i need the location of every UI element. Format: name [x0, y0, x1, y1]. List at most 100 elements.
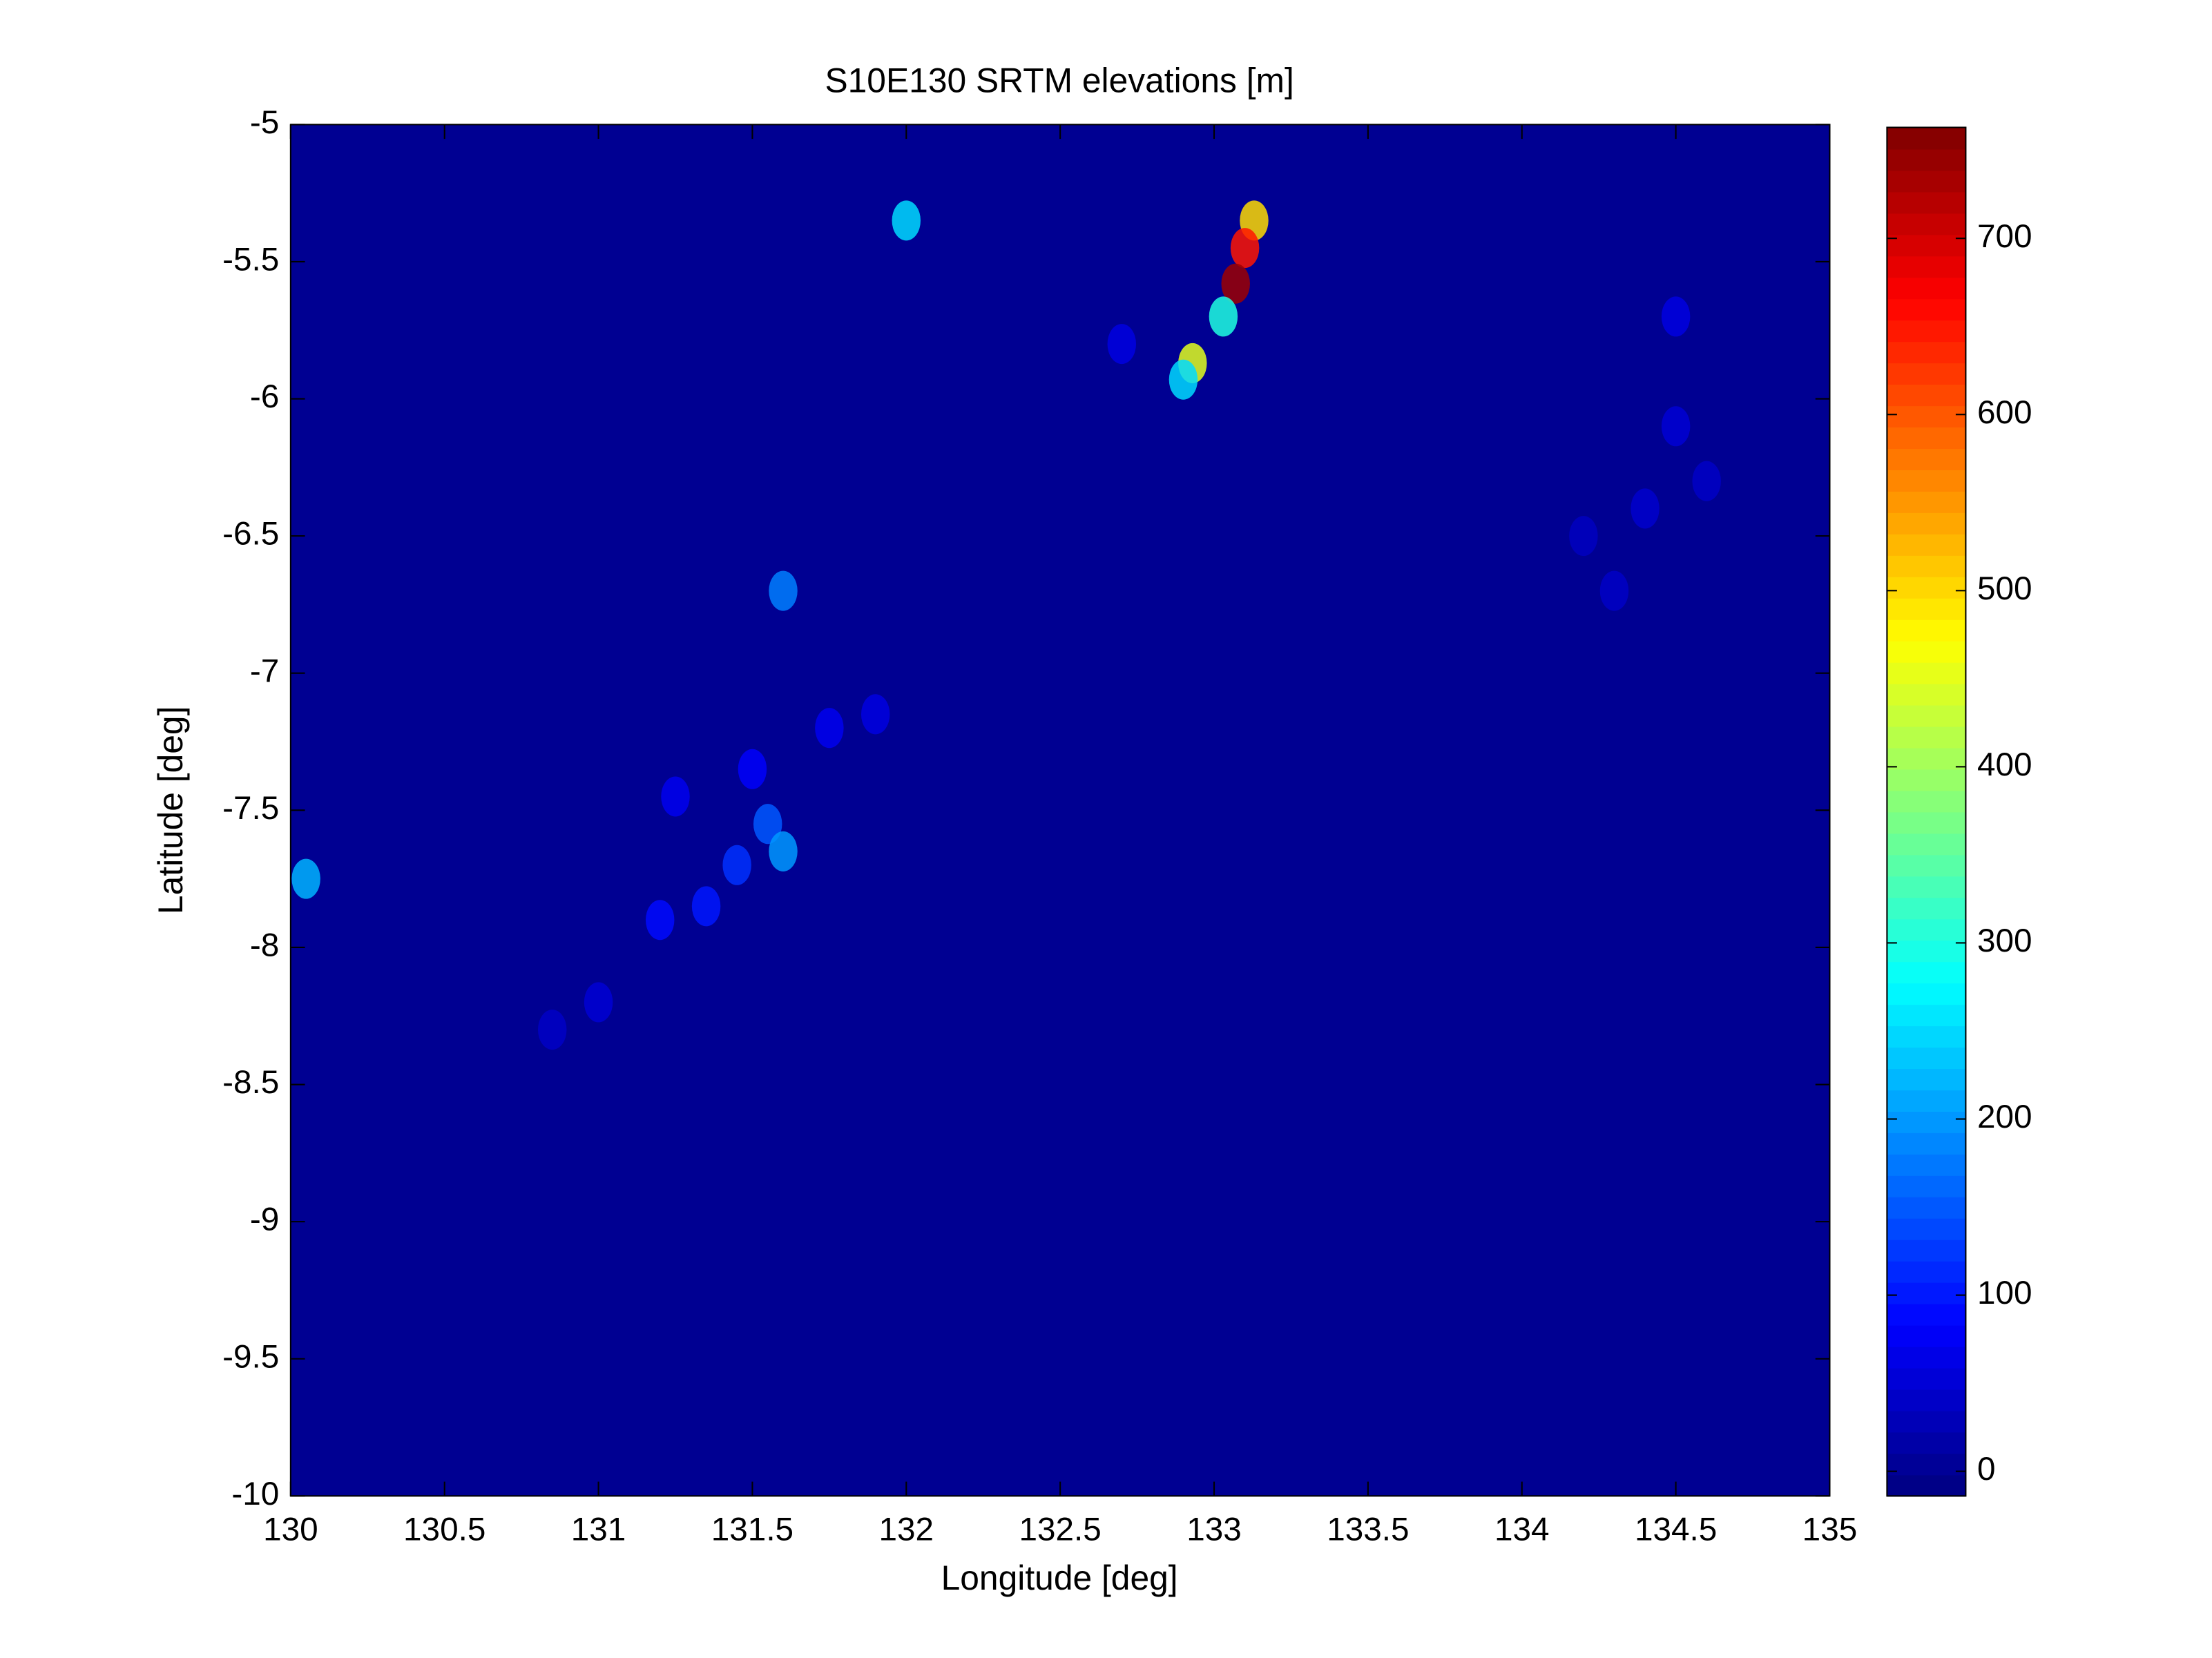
y-tick-label: -9.5 — [222, 1338, 279, 1375]
colorbar-tick-label: 300 — [1977, 923, 2032, 959]
colorbar-swatch — [1887, 983, 1966, 1005]
colorbar-swatch — [1887, 961, 1966, 984]
colorbar-swatch — [1887, 469, 1966, 492]
colorbar-swatch — [1887, 191, 1966, 214]
colorbar-swatch — [1887, 490, 1966, 513]
colorbar-tick-label: 100 — [1977, 1275, 2032, 1311]
elevation-cell — [1631, 488, 1660, 529]
colorbar-swatch — [1887, 769, 1966, 791]
colorbar-swatch — [1887, 1175, 1966, 1197]
x-tick-label: 135 — [1802, 1512, 1858, 1548]
y-tick-label: -5.5 — [222, 242, 279, 278]
colorbar-swatch — [1887, 298, 1966, 321]
colorbar-tick-label: 0 — [1977, 1451, 1996, 1487]
colorbar-swatch — [1887, 854, 1966, 877]
colorbar-swatch — [1887, 576, 1966, 599]
colorbar-swatch — [1887, 341, 1966, 364]
elevation-cell — [769, 570, 798, 611]
x-tick-label: 132 — [879, 1512, 934, 1548]
elevation-cell — [1221, 263, 1250, 304]
colorbar-swatch — [1887, 704, 1966, 727]
chart-title: S10E130 SRTM elevations [m] — [825, 61, 1293, 99]
colorbar-frame — [1886, 126, 1967, 1497]
colorbar-swatch — [1887, 256, 1966, 278]
x-tick-label: 134 — [1494, 1512, 1550, 1548]
colorbar-swatch — [1887, 940, 1966, 963]
colorbar-swatch — [1887, 1410, 1966, 1433]
y-tick-label: -10 — [231, 1476, 279, 1512]
x-tick-label: 133 — [1186, 1512, 1242, 1548]
colorbar-swatch — [1887, 1303, 1966, 1326]
y-tick-label: -8.5 — [222, 1064, 279, 1101]
elevation-cell — [645, 900, 675, 941]
elevation-cell — [691, 886, 721, 927]
colorbar-swatch — [1887, 1432, 1966, 1454]
colorbar-swatch — [1887, 555, 1966, 577]
colorbar-swatch — [1887, 811, 1966, 834]
colorbar-swatch — [1887, 127, 1966, 150]
elevation-cell — [1661, 406, 1691, 447]
colorbar-tick-label: 700 — [1977, 218, 2032, 255]
elevation-cell — [815, 708, 844, 749]
colorbar-swatch — [1887, 597, 1966, 620]
colorbar-swatch — [1887, 234, 1966, 257]
y-tick-label: -8 — [250, 927, 279, 964]
colorbar-swatch — [1887, 1089, 1966, 1112]
colorbar-swatch — [1887, 277, 1966, 300]
x-tick-label: 132.5 — [1019, 1512, 1102, 1548]
y-tick-label: -6 — [250, 378, 279, 415]
elevation-cell — [753, 804, 782, 845]
colorbar-swatch — [1887, 1282, 1966, 1304]
colorbar-swatch — [1887, 619, 1966, 642]
colorbar-swatch — [1887, 726, 1966, 749]
colorbar-swatch — [1887, 662, 1966, 684]
y-tick-label: -9 — [250, 1202, 279, 1238]
colorbar-tick-label: 500 — [1977, 570, 2032, 607]
x-tick-label: 134.5 — [1635, 1512, 1717, 1548]
heatmap-background — [290, 124, 1830, 1496]
elevation-cell — [1209, 296, 1238, 337]
colorbar-swatch — [1887, 918, 1966, 941]
colorbar-swatch — [1887, 1324, 1966, 1347]
colorbar-swatch — [1887, 320, 1966, 343]
colorbar-swatch — [1887, 405, 1966, 428]
colorbar-swatch — [1887, 683, 1966, 706]
colorbar-swatch — [1887, 1153, 1966, 1176]
colorbar-swatch — [1887, 1260, 1966, 1283]
colorbar-swatch — [1887, 1217, 1966, 1240]
colorbar-swatch — [1887, 148, 1966, 171]
colorbar-swatch — [1887, 1389, 1966, 1411]
elevation-cell — [584, 982, 613, 1023]
colorbar-swatch — [1887, 1367, 1966, 1390]
colorbar-swatch — [1887, 790, 1966, 813]
elevation-cell — [1661, 296, 1691, 337]
colorbar-swatch — [1887, 512, 1966, 534]
elevation-cell — [892, 200, 921, 241]
x-tick-label: 131 — [571, 1512, 626, 1548]
colorbar-swatch — [1887, 1068, 1966, 1091]
y-axis-label: Latitude [deg] — [151, 706, 190, 915]
colorbar-swatch — [1887, 897, 1966, 920]
elevation-cell — [722, 845, 751, 885]
x-tick-label: 130 — [263, 1512, 318, 1548]
elevation-cell — [860, 694, 890, 735]
elevation-cell — [1107, 324, 1137, 365]
colorbar-tick-label: 400 — [1977, 746, 2032, 783]
x-axis-label: Longitude [deg] — [941, 1559, 1178, 1597]
elevation-cell — [1168, 359, 1198, 400]
colorbar-swatch — [1887, 1110, 1966, 1133]
colorbar-swatch — [1887, 363, 1966, 385]
colorbar-swatch — [1887, 1132, 1966, 1155]
x-tick-label: 131.5 — [711, 1512, 794, 1548]
y-tick-label: -6.5 — [222, 516, 279, 552]
colorbar-swatch — [1887, 1025, 1966, 1048]
elevation-cell — [661, 776, 690, 817]
colorbar-swatch — [1887, 1047, 1966, 1070]
colorbar-swatch — [1887, 876, 1966, 898]
y-tick-label: -5 — [250, 104, 279, 141]
y-tick-label: -7 — [250, 653, 279, 689]
x-tick-label: 133.5 — [1327, 1512, 1409, 1548]
x-tick-label: 130.5 — [403, 1512, 485, 1548]
y-tick-label: -7.5 — [222, 790, 279, 827]
